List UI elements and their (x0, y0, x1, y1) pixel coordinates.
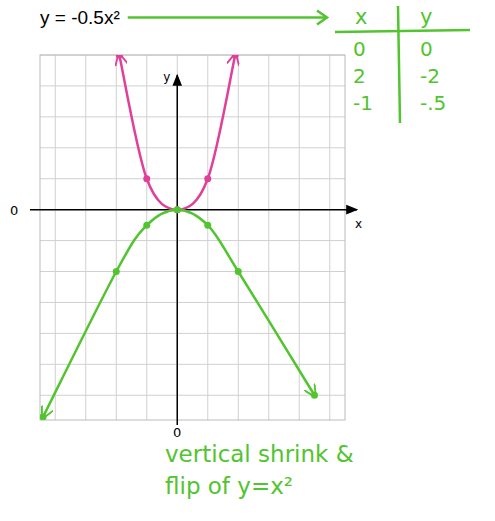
grid-line (40, 271, 345, 272)
grid-line (146, 55, 147, 420)
grid-line (299, 55, 300, 420)
pointer-arrow (128, 16, 327, 19)
table-cell: 2 (353, 64, 366, 88)
axis-label: x (355, 217, 362, 231)
table-rule (335, 30, 470, 32)
annotation: flip of y=x² (165, 473, 293, 499)
data-group (40, 55, 318, 420)
point (116, 55, 123, 59)
grid (40, 55, 345, 420)
grid-line (40, 147, 345, 148)
point (174, 206, 181, 213)
chart: 0 0 x y y = -0.5x² x y 0 0 2 -2 -1 -.5 vertical shrin… (0, 0, 495, 521)
grid-line (116, 55, 117, 420)
point (204, 222, 211, 229)
point (311, 392, 318, 399)
grid-line (40, 240, 345, 241)
point (232, 55, 239, 59)
grid-line (40, 395, 345, 396)
point (113, 268, 120, 275)
grid-line (207, 55, 208, 420)
tick-label: 0 (10, 203, 18, 218)
x-axis (30, 209, 357, 211)
table-header: x (355, 5, 367, 29)
grid-line (40, 116, 345, 117)
grid-line (238, 55, 239, 420)
grid-line (40, 302, 345, 303)
series-line (119, 55, 235, 210)
title: y = -0.5x² (40, 7, 120, 28)
table-cell: 0 (420, 37, 433, 61)
grid-line (329, 55, 330, 420)
point (143, 222, 150, 229)
grid-line (40, 85, 345, 86)
annotation: vertical shrink & (165, 441, 354, 467)
grid-line (85, 55, 86, 420)
point (143, 175, 150, 182)
point (40, 413, 47, 420)
tick-label: 0 (173, 425, 181, 440)
y-axis (177, 75, 179, 425)
table-cell: -.5 (420, 91, 446, 115)
point (174, 206, 181, 213)
grid-line (40, 178, 345, 179)
plot-frame (40, 55, 345, 420)
table-cell: -1 (353, 91, 373, 115)
table: x y 0 0 2 -2 -1 -.5 (335, 5, 470, 123)
series-line (43, 210, 314, 417)
grid-line (40, 364, 345, 365)
pointer-arrow (317, 11, 327, 25)
table-header: y (420, 5, 432, 29)
axis-label: y (163, 70, 170, 84)
table-cell: 0 (353, 37, 366, 61)
table-cell: -2 (420, 64, 440, 88)
grid-line (268, 55, 269, 420)
point (204, 175, 211, 182)
grid-line (55, 55, 56, 420)
point (235, 268, 242, 275)
table-rule (398, 6, 400, 123)
